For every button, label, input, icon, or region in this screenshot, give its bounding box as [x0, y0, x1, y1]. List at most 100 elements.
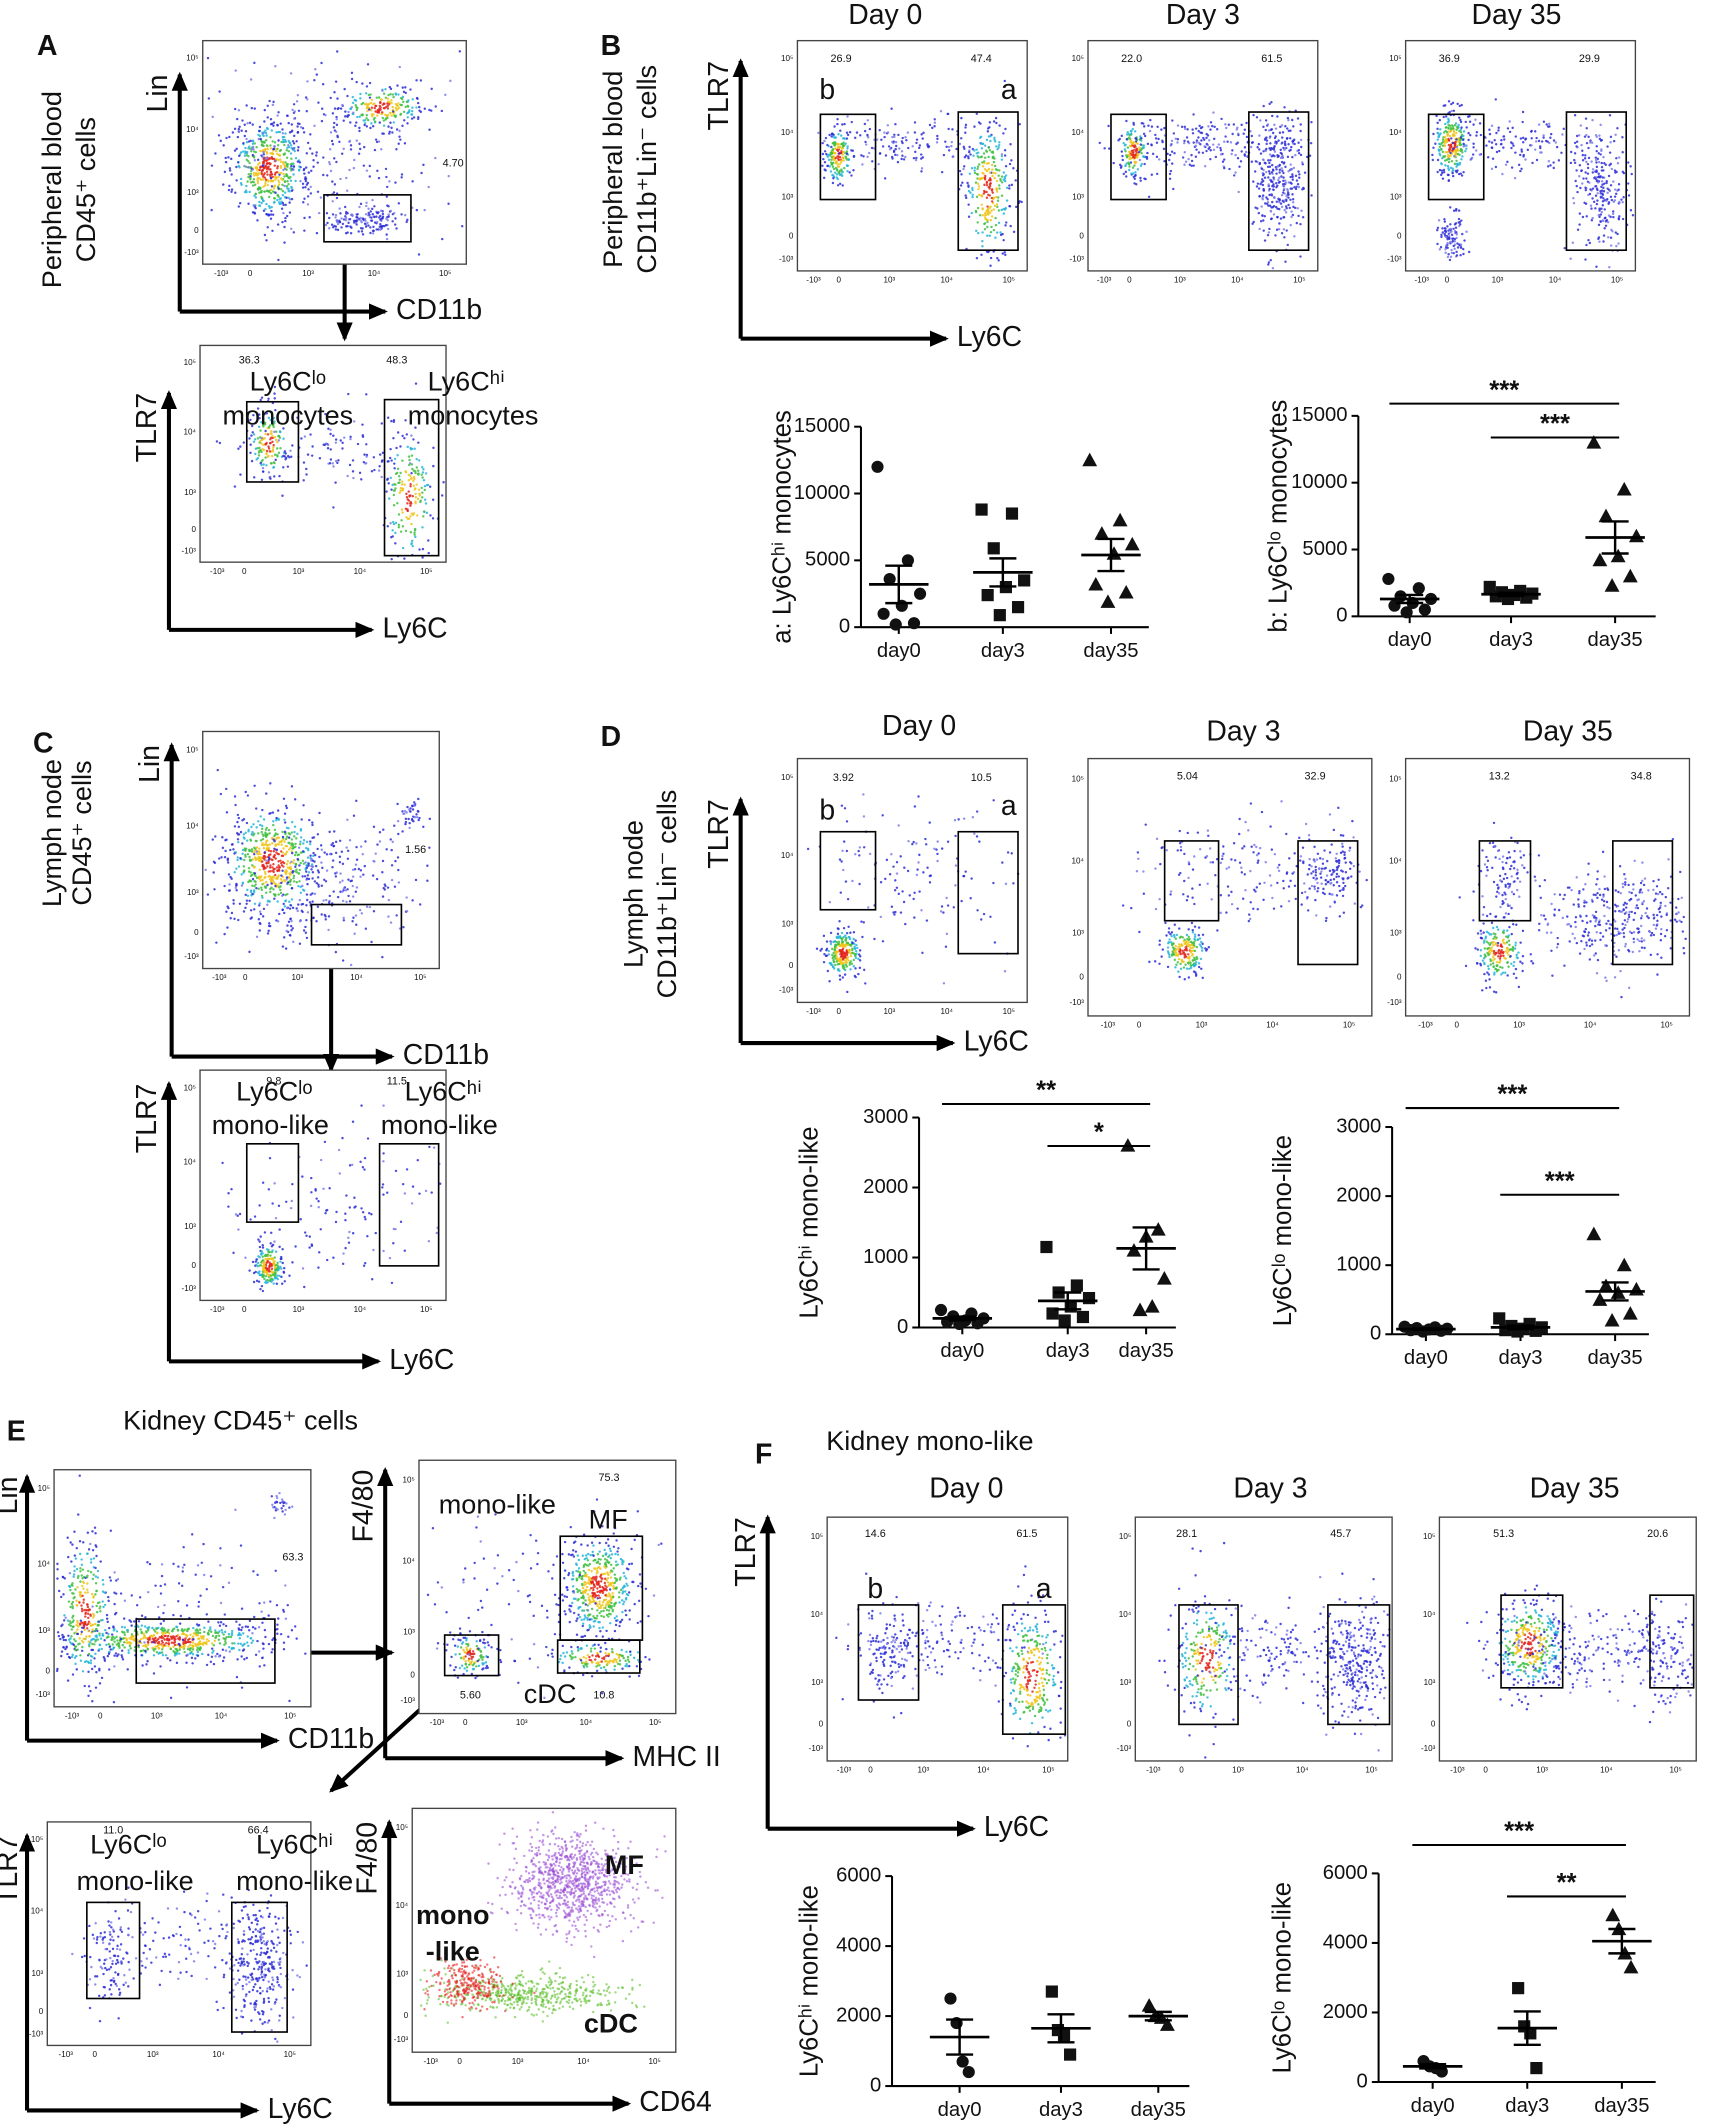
event-dot — [1139, 143, 1142, 146]
event-dot — [262, 424, 265, 427]
event-dot — [1458, 163, 1461, 166]
event-dot — [295, 837, 298, 840]
event-dot — [283, 1280, 286, 1283]
event-dot — [229, 917, 232, 920]
gate-label: Ly6Cʰⁱ — [428, 366, 505, 396]
event-dot — [286, 165, 289, 168]
event-dot — [852, 169, 855, 172]
event-dot — [1453, 223, 1457, 226]
event-dot — [271, 1249, 274, 1252]
event-dot — [1441, 177, 1445, 180]
event-dot — [835, 142, 839, 146]
event-dot — [269, 477, 272, 480]
event-dot — [272, 147, 276, 151]
event-dot — [283, 911, 286, 915]
event-dot — [1448, 124, 1452, 128]
event-dot — [263, 1277, 266, 1281]
event-dot — [371, 198, 374, 202]
event-dot — [1130, 132, 1133, 136]
event-dot — [392, 95, 395, 99]
event-dot — [976, 221, 979, 224]
event-dot — [914, 158, 918, 162]
event-dot — [320, 61, 323, 65]
event-dot — [1452, 209, 1456, 212]
event-dot — [422, 515, 425, 518]
event-dot — [1287, 203, 1290, 207]
event-dot — [266, 932, 270, 935]
event-dot — [1004, 253, 1007, 257]
event-dot — [1255, 185, 1259, 188]
event-dot — [329, 448, 332, 451]
event-dot — [981, 207, 984, 210]
event-dot — [1287, 118, 1290, 122]
event-dot — [1172, 132, 1176, 135]
event-dot — [1508, 120, 1511, 123]
event-dot — [251, 142, 255, 145]
event-dot — [1262, 104, 1265, 108]
event-dot — [1465, 126, 1468, 129]
event-dot — [1462, 130, 1466, 133]
event-dot — [411, 808, 415, 811]
event-dot — [397, 881, 401, 884]
event-dot — [277, 451, 281, 455]
event-dot — [1595, 202, 1599, 206]
event-dot — [296, 853, 300, 857]
event-dot — [1234, 171, 1237, 174]
event-dot — [1261, 178, 1264, 181]
event-dot — [227, 889, 231, 892]
event-dot — [334, 851, 338, 855]
event-dot — [1224, 135, 1227, 138]
event-dot — [257, 918, 261, 921]
event-dot — [281, 835, 285, 839]
event-dot — [268, 1250, 271, 1254]
event-dot — [255, 846, 259, 849]
event-dot — [263, 190, 266, 193]
event-dot — [273, 436, 277, 439]
event-dot — [978, 214, 982, 217]
event-dot — [867, 151, 871, 155]
event-dot — [1444, 115, 1448, 118]
gate-percent: 1.56 — [405, 844, 426, 856]
event-dot — [352, 476, 355, 480]
event-dot — [1157, 137, 1160, 141]
panel-label: CD45⁺ cells — [71, 117, 101, 262]
event-dot — [1284, 211, 1288, 214]
event-dot — [237, 161, 240, 164]
event-dot — [326, 447, 330, 450]
event-dot — [266, 183, 270, 187]
event-dot — [241, 842, 244, 845]
event-dot — [342, 919, 346, 922]
event-dot — [341, 103, 344, 107]
gate-percent: 36.9 — [1439, 53, 1460, 65]
event-dot — [420, 473, 423, 477]
event-dot — [265, 449, 269, 453]
event-dot — [1004, 127, 1007, 131]
event-dot — [1471, 153, 1475, 156]
event-dot — [997, 196, 1000, 199]
event-dot — [266, 900, 270, 903]
event-dot — [1573, 161, 1577, 165]
event-dot — [1598, 176, 1602, 179]
event-dot — [279, 888, 282, 892]
event-dot — [846, 164, 850, 168]
event-dot — [907, 146, 910, 150]
x-axis-label: Ly6C — [957, 321, 1022, 353]
event-dot — [377, 176, 381, 180]
event-dot — [1268, 136, 1272, 139]
event-dot — [290, 146, 293, 150]
event-dot — [1617, 188, 1620, 191]
event-dot — [285, 149, 289, 152]
event-dot — [271, 811, 275, 814]
event-dot — [1291, 201, 1295, 204]
event-dot — [258, 168, 261, 172]
event-dot — [1519, 169, 1522, 173]
event-dot — [1269, 210, 1273, 213]
event-dot — [1267, 183, 1270, 186]
event-dot — [1474, 149, 1478, 152]
event-dot — [817, 131, 820, 135]
event-dot — [1455, 231, 1458, 234]
event-dot — [843, 166, 846, 170]
event-dot — [1254, 206, 1257, 209]
event-dot — [883, 131, 886, 134]
event-dot — [841, 184, 844, 187]
